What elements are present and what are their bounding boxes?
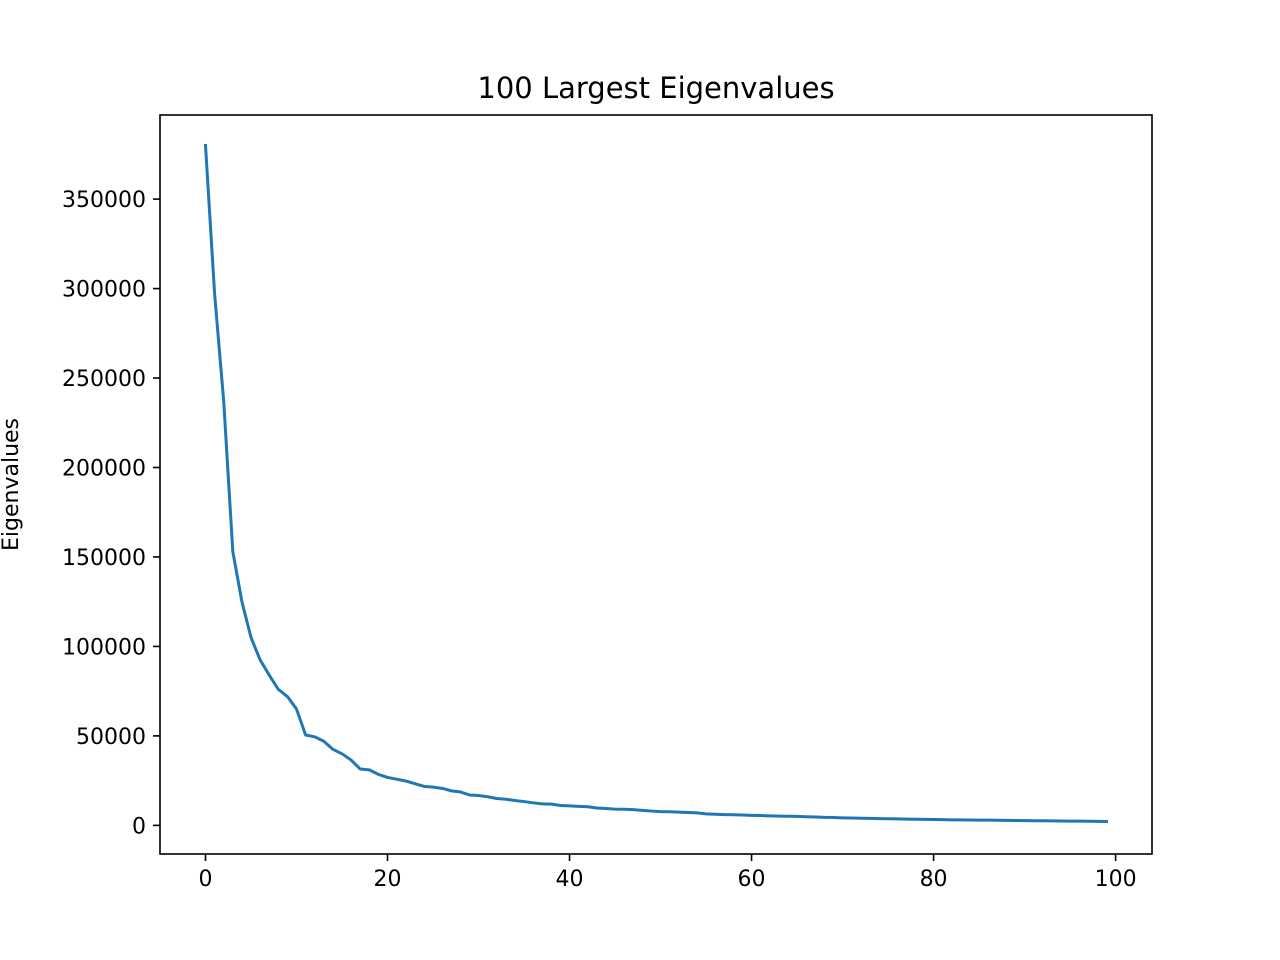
x-tick-label: 20	[374, 867, 402, 892]
y-tick-label: 150000	[62, 546, 146, 571]
x-axis: 0 20 40 60 80 100	[199, 854, 1137, 892]
y-tick-label: 350000	[62, 188, 146, 213]
x-tick-label: 60	[738, 867, 766, 892]
y-tick-label: 250000	[62, 367, 146, 392]
y-axis-label: Eigenvalues	[0, 418, 24, 551]
axes-frame	[159, 114, 1153, 855]
y-tick-label: 300000	[62, 278, 146, 303]
x-tick-label: 0	[199, 867, 213, 892]
y-tick-label: 0	[132, 814, 146, 839]
x-tick-label: 80	[920, 867, 948, 892]
y-tick-label: 100000	[62, 635, 146, 660]
y-axis: 0 50000 100000 150000 200000 250000 300000 3500…	[62, 188, 160, 839]
y-tick-label: 200000	[62, 457, 146, 482]
y-tick-label: 50000	[76, 725, 146, 750]
series-line-0	[203, 143, 1109, 823]
plot-area	[203, 143, 1109, 823]
x-tick-label: 40	[556, 867, 584, 892]
x-tick-label: 100	[1095, 867, 1137, 892]
chart-title: 100 Largest Eigenvalues	[477, 71, 834, 105]
